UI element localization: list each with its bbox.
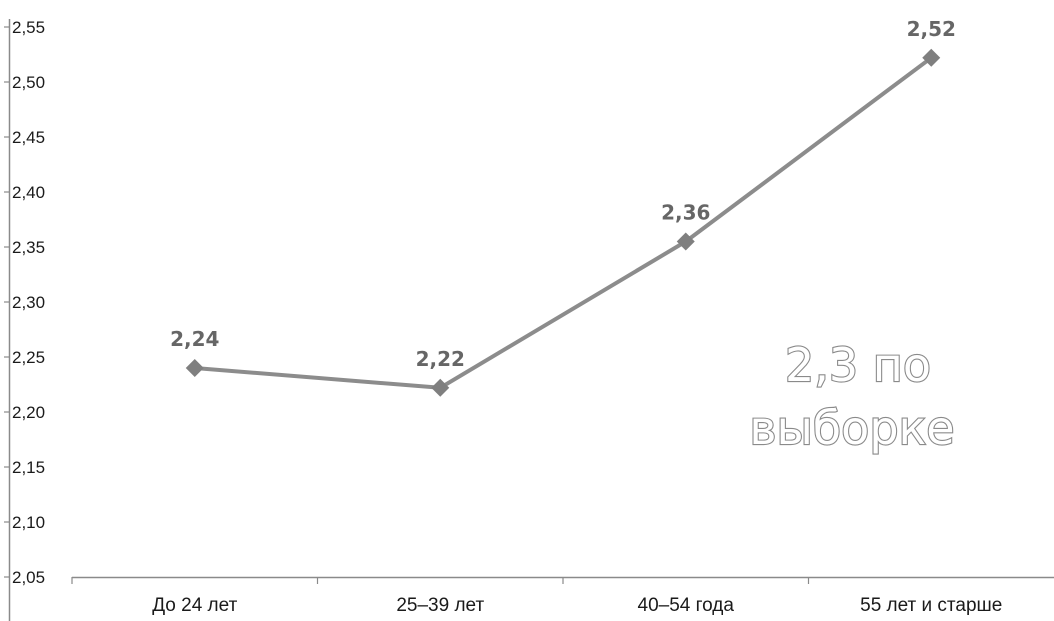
y-tick-label: 2,45 [12, 128, 45, 147]
x-tick-label: 55 лет и старше [860, 595, 1002, 616]
data-label: 2,52 [907, 17, 956, 41]
data-label: 2,36 [661, 201, 710, 225]
data-point-marker [185, 359, 204, 377]
x-tick-label: 25–39 лет [396, 595, 484, 616]
y-tick-label: 2,10 [12, 513, 45, 532]
y-tick-label: 2,05 [12, 568, 45, 587]
series-line-group [185, 48, 941, 397]
y-tick-label: 2,50 [12, 73, 45, 92]
y-tick-label: 2,30 [12, 293, 45, 312]
y-axis: 2,05 2,10 2,15 2,20 2,25 2,30 2,35 2,40 2,45 2,50… [4, 18, 45, 621]
data-point-marker [676, 232, 695, 251]
data-point-marker [922, 48, 941, 67]
y-tick-label: 2,55 [12, 18, 45, 37]
y-tick-label: 2,40 [12, 183, 45, 202]
x-tick-label: До 24 лет [152, 595, 237, 616]
x-tick-label: 40–54 года [638, 595, 735, 616]
data-label: 2,22 [416, 347, 465, 371]
y-tick-label: 2,35 [12, 238, 45, 257]
x-axis: До 24 лет 25–39 лет 40–54 года 55 лет и ста… [71, 576, 1054, 616]
data-label: 2,24 [170, 327, 219, 351]
annotation-line-2: выборке [749, 401, 954, 455]
data-labels: 2,24 2,22 2,36 2,52 [170, 17, 956, 371]
y-tick-label: 2,25 [12, 348, 45, 367]
y-tick-label: 2,20 [12, 403, 45, 422]
annotation: 2,3 по выборке [748, 337, 955, 456]
data-point-marker [431, 378, 450, 397]
annotation-line-1: 2,3 по [785, 338, 931, 392]
y-tick-label: 2,15 [12, 458, 45, 477]
series-line [194, 56, 933, 390]
